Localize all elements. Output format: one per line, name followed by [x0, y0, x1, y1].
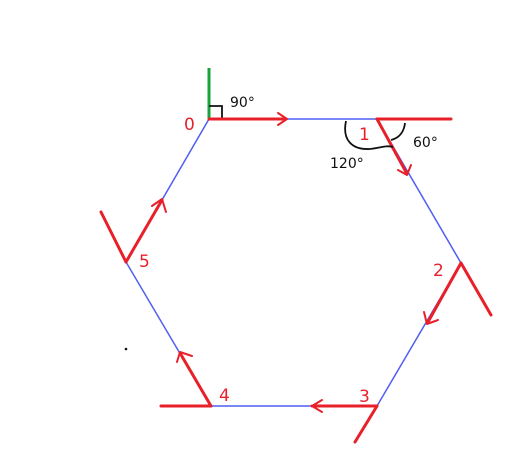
- exterior-angle-arc: [390, 122, 406, 141]
- extension-5: [99, 210, 128, 264]
- direction-marks: [99, 112, 493, 444]
- arrow-2: [423, 311, 439, 325]
- right-angle-mark: [209, 105, 223, 119]
- vertex-label-5: 5: [139, 252, 150, 272]
- heading-2: [426, 261, 463, 324]
- interior-angle-label: 120°: [330, 156, 364, 172]
- arrow-5: [151, 198, 167, 213]
- arrow-0: [277, 112, 288, 126]
- vertex-label-4: 4: [219, 386, 230, 406]
- heading-5: [124, 198, 164, 264]
- heading-1: [375, 117, 408, 174]
- right-angle-label: 90°: [230, 95, 255, 111]
- vertex-label-1: 1: [359, 125, 370, 145]
- stray-dot: [124, 347, 128, 351]
- vertex-label-2: 2: [433, 261, 444, 281]
- extension-2: [459, 261, 493, 317]
- hexagon: [125, 118, 462, 407]
- extension-3: [353, 404, 379, 444]
- vertex-label-3: 3: [359, 387, 370, 407]
- arrow-4: [176, 351, 193, 363]
- exterior-angle-label: 60°: [413, 135, 438, 151]
- arrow-3: [311, 399, 323, 413]
- arrow-1: [397, 164, 412, 176]
- interior-angle-arc: [344, 120, 394, 150]
- heading-4: [178, 351, 213, 408]
- vertex-label-0: 0: [184, 115, 195, 135]
